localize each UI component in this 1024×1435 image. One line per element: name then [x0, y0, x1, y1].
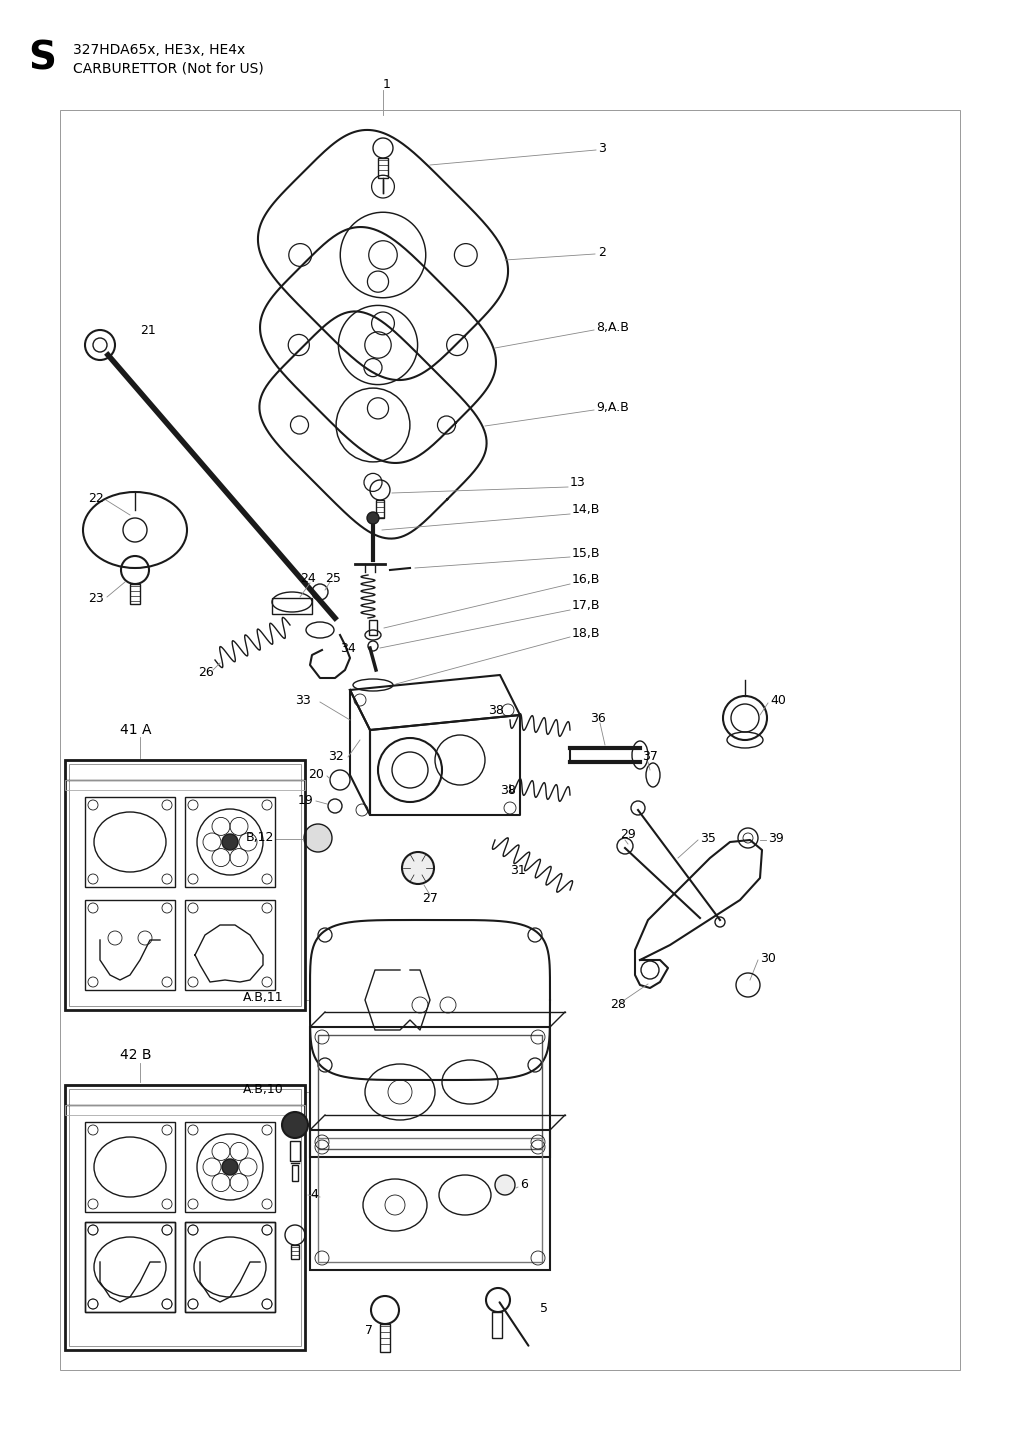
- Text: 1: 1: [383, 79, 391, 92]
- Bar: [69, 1089, 301, 1346]
- Bar: [291, 1246, 299, 1258]
- Text: 21: 21: [140, 323, 156, 336]
- Text: 24: 24: [300, 571, 315, 584]
- Text: S: S: [28, 39, 56, 77]
- Text: A.B,11: A.B,11: [243, 992, 284, 1004]
- Text: 16,B: 16,B: [572, 574, 600, 587]
- Circle shape: [367, 512, 379, 524]
- Text: 25: 25: [325, 571, 341, 584]
- Circle shape: [222, 834, 238, 850]
- Bar: [130, 584, 140, 604]
- Text: 36: 36: [590, 712, 606, 725]
- Bar: [65, 781, 305, 791]
- Text: 14,B: 14,B: [572, 504, 600, 517]
- Circle shape: [402, 852, 434, 884]
- Text: 2: 2: [598, 245, 606, 258]
- Bar: [185, 900, 275, 990]
- Text: 33: 33: [295, 693, 310, 706]
- Text: 6: 6: [520, 1178, 528, 1191]
- Text: 4: 4: [310, 1188, 317, 1201]
- Circle shape: [222, 1159, 238, 1175]
- Text: 18,B: 18,B: [572, 627, 600, 640]
- Text: 39: 39: [768, 831, 783, 845]
- Text: 42 B: 42 B: [120, 1048, 152, 1062]
- Bar: [65, 1105, 305, 1115]
- Circle shape: [495, 1175, 515, 1195]
- Text: 34: 34: [340, 641, 355, 654]
- Bar: [85, 1223, 175, 1312]
- Bar: [65, 1085, 305, 1105]
- Circle shape: [304, 824, 332, 852]
- Text: 22: 22: [88, 492, 103, 505]
- Text: A.B,10: A.B,10: [243, 1083, 284, 1096]
- Text: 8,A.B: 8,A.B: [596, 321, 629, 334]
- Text: 27: 27: [422, 891, 438, 904]
- Text: 31: 31: [510, 864, 525, 877]
- Bar: [85, 1122, 175, 1213]
- Bar: [185, 1223, 275, 1312]
- Text: 9,A.B: 9,A.B: [596, 402, 629, 415]
- Bar: [272, 598, 312, 614]
- Bar: [185, 1223, 275, 1312]
- Bar: [185, 1122, 275, 1213]
- Text: 17,B: 17,B: [572, 600, 600, 613]
- Text: 26: 26: [198, 666, 214, 679]
- Bar: [378, 158, 388, 178]
- Text: 41 A: 41 A: [120, 723, 152, 738]
- Bar: [492, 1312, 502, 1337]
- Bar: [290, 1141, 300, 1161]
- Text: B,12: B,12: [246, 831, 274, 845]
- Text: 23: 23: [88, 591, 103, 604]
- Text: 327HDA65x, HE3x, HE4x: 327HDA65x, HE3x, HE4x: [73, 43, 246, 57]
- Bar: [65, 761, 305, 1010]
- Bar: [185, 796, 275, 887]
- Bar: [380, 1325, 390, 1352]
- Bar: [310, 1027, 550, 1157]
- Bar: [376, 499, 384, 518]
- Text: CARBURETTOR (Not for US): CARBURETTOR (Not for US): [73, 62, 264, 75]
- Text: 38: 38: [488, 703, 504, 716]
- Bar: [85, 796, 175, 887]
- Text: 5: 5: [540, 1302, 548, 1314]
- Text: 28: 28: [610, 999, 626, 1012]
- Text: 40: 40: [770, 693, 785, 706]
- Circle shape: [282, 1112, 308, 1138]
- Text: 30: 30: [760, 951, 776, 964]
- Bar: [369, 620, 377, 636]
- Bar: [85, 900, 175, 990]
- Text: 32: 32: [328, 749, 344, 762]
- Bar: [69, 763, 301, 1006]
- Text: 13: 13: [570, 476, 586, 489]
- Bar: [292, 1165, 298, 1181]
- Text: 29: 29: [620, 828, 636, 841]
- Text: 20: 20: [308, 769, 324, 782]
- Bar: [318, 1138, 542, 1261]
- Text: 3: 3: [598, 142, 606, 155]
- Text: 15,B: 15,B: [572, 547, 600, 560]
- Text: 38: 38: [500, 784, 516, 796]
- Text: 19: 19: [298, 794, 313, 806]
- Text: 37: 37: [642, 751, 657, 763]
- Bar: [60, 110, 961, 1370]
- Bar: [310, 1129, 550, 1270]
- Text: 35: 35: [700, 831, 716, 845]
- Bar: [65, 1085, 305, 1350]
- Text: 7: 7: [365, 1323, 373, 1336]
- Bar: [85, 1223, 175, 1312]
- Bar: [318, 1035, 542, 1149]
- Bar: [65, 761, 305, 781]
